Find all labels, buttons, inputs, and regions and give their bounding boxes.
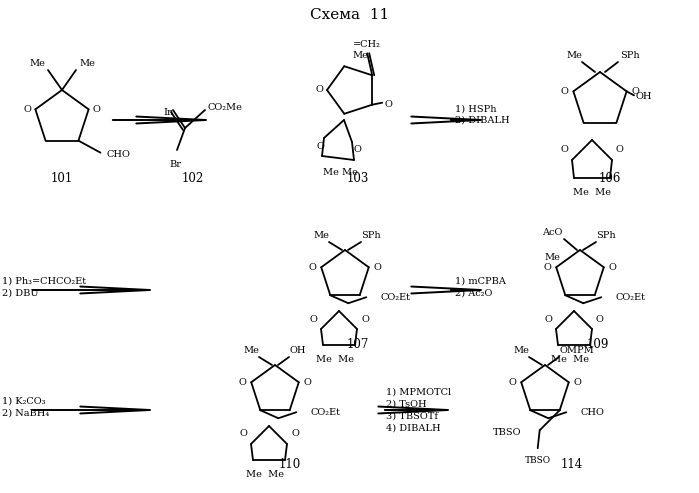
Text: O: O bbox=[239, 429, 247, 438]
Text: Me: Me bbox=[313, 231, 329, 240]
Text: TBSO: TBSO bbox=[525, 456, 551, 465]
Text: AcO: AcO bbox=[542, 228, 562, 237]
Text: Me Me: Me Me bbox=[322, 168, 357, 177]
Text: Me  Me: Me Me bbox=[246, 470, 284, 479]
Text: 1) HSPh: 1) HSPh bbox=[455, 105, 496, 114]
Text: =CH₂: =CH₂ bbox=[353, 40, 381, 49]
Text: 2) DIBALH: 2) DIBALH bbox=[455, 116, 510, 125]
Text: CHO: CHO bbox=[106, 150, 130, 159]
Text: O: O bbox=[308, 263, 316, 272]
Text: O: O bbox=[309, 315, 317, 323]
Text: 2) DBU: 2) DBU bbox=[2, 289, 38, 298]
Text: 2) Ac₂O: 2) Ac₂O bbox=[455, 289, 492, 298]
Text: CO₂Me: CO₂Me bbox=[207, 104, 242, 112]
Text: O: O bbox=[354, 145, 362, 154]
Text: 101: 101 bbox=[51, 172, 73, 184]
Text: O: O bbox=[238, 378, 246, 387]
Text: O: O bbox=[561, 87, 568, 96]
Text: Me  Me: Me Me bbox=[573, 188, 611, 197]
Text: O: O bbox=[574, 378, 582, 387]
Text: CO₂Et: CO₂Et bbox=[615, 293, 645, 302]
Text: 1) mCPBA: 1) mCPBA bbox=[455, 277, 506, 286]
Text: SPh: SPh bbox=[620, 51, 640, 60]
Text: O: O bbox=[609, 263, 617, 272]
Text: CO₂Et: CO₂Et bbox=[310, 408, 340, 417]
Text: O: O bbox=[361, 315, 369, 323]
Text: CO₂Et: CO₂Et bbox=[380, 293, 410, 302]
Text: 4) DIBALH: 4) DIBALH bbox=[386, 424, 440, 433]
Text: Me: Me bbox=[566, 51, 582, 60]
Text: CHO: CHO bbox=[580, 408, 604, 417]
Text: O: O bbox=[616, 145, 624, 154]
Text: Me: Me bbox=[79, 59, 95, 68]
Text: O: O bbox=[315, 85, 323, 95]
Text: O: O bbox=[24, 105, 31, 114]
Text: 110: 110 bbox=[279, 458, 301, 471]
Text: O: O bbox=[93, 105, 101, 114]
Text: 114: 114 bbox=[561, 458, 583, 471]
Text: O: O bbox=[543, 263, 552, 272]
Text: Схема  11: Схема 11 bbox=[310, 8, 389, 22]
Text: O: O bbox=[632, 87, 640, 96]
Text: Me: Me bbox=[513, 346, 529, 355]
Text: OH: OH bbox=[289, 346, 305, 355]
Text: Me: Me bbox=[243, 346, 259, 355]
Text: O: O bbox=[384, 100, 392, 109]
Text: O: O bbox=[560, 145, 568, 154]
Text: Me  Me: Me Me bbox=[551, 355, 589, 364]
Text: O: O bbox=[374, 263, 382, 272]
Text: O: O bbox=[508, 378, 517, 387]
Text: O: O bbox=[544, 315, 552, 323]
Text: TBSO: TBSO bbox=[493, 428, 521, 437]
Text: Me: Me bbox=[352, 51, 368, 60]
Text: In: In bbox=[164, 108, 174, 117]
Text: 106: 106 bbox=[599, 172, 621, 184]
Text: Me: Me bbox=[544, 252, 560, 261]
Text: O: O bbox=[316, 142, 324, 151]
Text: Me  Me: Me Me bbox=[316, 355, 354, 364]
Text: Br: Br bbox=[169, 160, 181, 169]
Text: 2) TsOH: 2) TsOH bbox=[386, 400, 426, 409]
Text: Me: Me bbox=[29, 59, 45, 68]
Text: 1) K₂CO₃: 1) K₂CO₃ bbox=[2, 397, 45, 406]
Text: OH: OH bbox=[636, 92, 652, 101]
Text: 103: 103 bbox=[347, 172, 369, 184]
Text: SPh: SPh bbox=[361, 231, 381, 240]
Text: O: O bbox=[291, 429, 299, 438]
Text: O: O bbox=[596, 315, 604, 323]
Text: 1) Ph₃=CHCO₂Et: 1) Ph₃=CHCO₂Et bbox=[2, 277, 86, 286]
Text: O: O bbox=[304, 378, 312, 387]
Text: 3) TBSOTf: 3) TBSOTf bbox=[386, 412, 438, 421]
Text: 1) MPMOTCl: 1) MPMOTCl bbox=[386, 388, 451, 397]
Text: OMPM: OMPM bbox=[559, 346, 593, 355]
Text: 109: 109 bbox=[587, 339, 610, 352]
Text: 102: 102 bbox=[182, 172, 204, 184]
Text: 2) NaBH₄: 2) NaBH₄ bbox=[2, 409, 49, 418]
Text: 107: 107 bbox=[347, 339, 369, 352]
Text: SPh: SPh bbox=[596, 231, 616, 240]
